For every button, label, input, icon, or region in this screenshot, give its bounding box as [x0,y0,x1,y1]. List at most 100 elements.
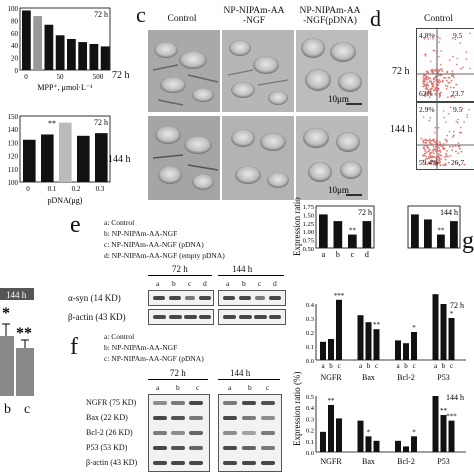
flow-event-dot [441,80,444,83]
flow-event-dot [468,108,470,111]
g-bar [432,396,439,452]
flow-event-dot [429,90,432,93]
blot-e-asyn-72 [148,290,214,306]
flow-event-dot [437,126,440,129]
flow-event-dot [466,114,468,116]
flow-event-dot [438,92,441,95]
flow-event-dot [434,89,436,91]
flow-event-dot [422,116,425,118]
flow-scatter-72h [417,29,474,101]
flow-event-dot [436,50,439,53]
g-top-xlabel: a [322,250,326,259]
flow-event-dot [438,141,441,143]
pdna-xtick: 0.3 [96,185,105,193]
g-top-frame [407,205,461,249]
flow-event-dot [440,68,443,70]
g-top-ytick: 0.50 [303,246,314,253]
g-bar [365,322,372,360]
flow-event-dot [451,149,454,151]
flow-event-dot [426,157,428,160]
flow-event-dot [433,80,435,83]
panel-e-time-144: 144 h [232,264,253,274]
flow-event-dot [453,96,456,99]
flow-event-dot [448,81,451,84]
flow-event-dot [432,71,435,73]
panel-e-lane-a1: a [156,279,160,288]
g-top-ytick: 1.25 [303,221,314,228]
flow-event-dot [424,150,427,152]
flow-event-dot [430,143,433,145]
g-sub-label: b [367,362,371,370]
mpp-bar [33,16,43,71]
flow-event-dot [451,136,454,138]
flow-event-dot [430,82,433,85]
blot-f-144 [218,394,282,472]
flow-scatter-144h [417,103,474,169]
flow-event-dot [459,126,462,129]
g-top-ytick: 1.75 [303,204,314,211]
flow-event-dot [434,163,436,166]
flow-event-dot [445,153,448,155]
flow-event-dot [431,160,434,162]
flow-event-dot [435,94,438,97]
flow-event-dot [463,163,466,166]
flow-event-dot [459,42,462,44]
g-top-bar [333,221,343,248]
mpp-ytick: 40 [11,42,19,50]
flow-event-dot [427,89,430,92]
flow-event-dot [435,150,438,153]
flow-event-dot [422,80,425,82]
g-ytick: 0.0 [306,358,314,365]
flow-event-dot [452,74,455,77]
flow-event-dot [422,154,425,157]
panel-f-protein-bcl2: Bcl-2 (26 KD) [86,428,133,437]
flow-event-dot [424,93,427,96]
flow-event-dot [438,146,440,149]
g-top-xlabel: b [336,250,340,259]
flow-event-dot [445,79,448,82]
mpp-bar [44,24,54,71]
flow-event-dot [429,156,432,158]
g-top-bar [319,214,328,248]
flow-event-dot [432,138,435,141]
panel-e-lane-d1: d [203,279,207,288]
svg-text:10μm: 10μm [328,185,349,195]
flow-event-dot [423,139,425,142]
g-sub-label: a [396,362,400,370]
flow-event-dot [424,80,426,83]
flow-event-dot [425,141,428,144]
panel-e-lane-d2: d [273,279,277,288]
flow-144-q4: 26.7 [451,158,465,167]
pdna-xtick: 0 [26,185,30,193]
flow-event-dot [420,137,422,139]
flow-event-dot [423,78,426,81]
panel-d-row-label-144h: 144 h [390,124,413,135]
flow-event-dot [432,155,435,158]
flow-event-dot [429,80,432,83]
flow-event-dot [428,157,430,160]
panel-e-protein-actin: β-actin (43 KD) [68,312,126,322]
flow-event-dot [456,161,459,164]
g-top-xlabel: c [351,250,355,259]
flow-event-dot [427,77,430,80]
pdna-ytick: 120 [8,153,19,161]
flow-event-dot [424,53,426,56]
flow-event-dot [427,38,430,40]
flow-event-dot [429,152,432,154]
g-ytick: 0.2 [306,330,314,337]
pdna-ytick: 130 [8,139,19,147]
flow-event-dot [426,147,429,149]
g-ytick: 0.4 [306,405,315,412]
panel-f-underline-144 [218,379,280,380]
g-ytick: 0.1 [306,439,314,446]
g-bar [411,332,417,360]
flow-event-dot [444,84,447,87]
flow-event-dot [451,95,453,98]
mpp-xtick: 500 [93,73,104,81]
flow-event-dot [448,145,451,148]
panel-f-protein-bax: Bax (22 KD) [86,413,128,422]
panel-e-lane-b2: b [242,279,246,288]
g-sig: *** [334,292,345,300]
flow-event-dot [436,78,439,81]
g-top-bar [450,221,458,248]
